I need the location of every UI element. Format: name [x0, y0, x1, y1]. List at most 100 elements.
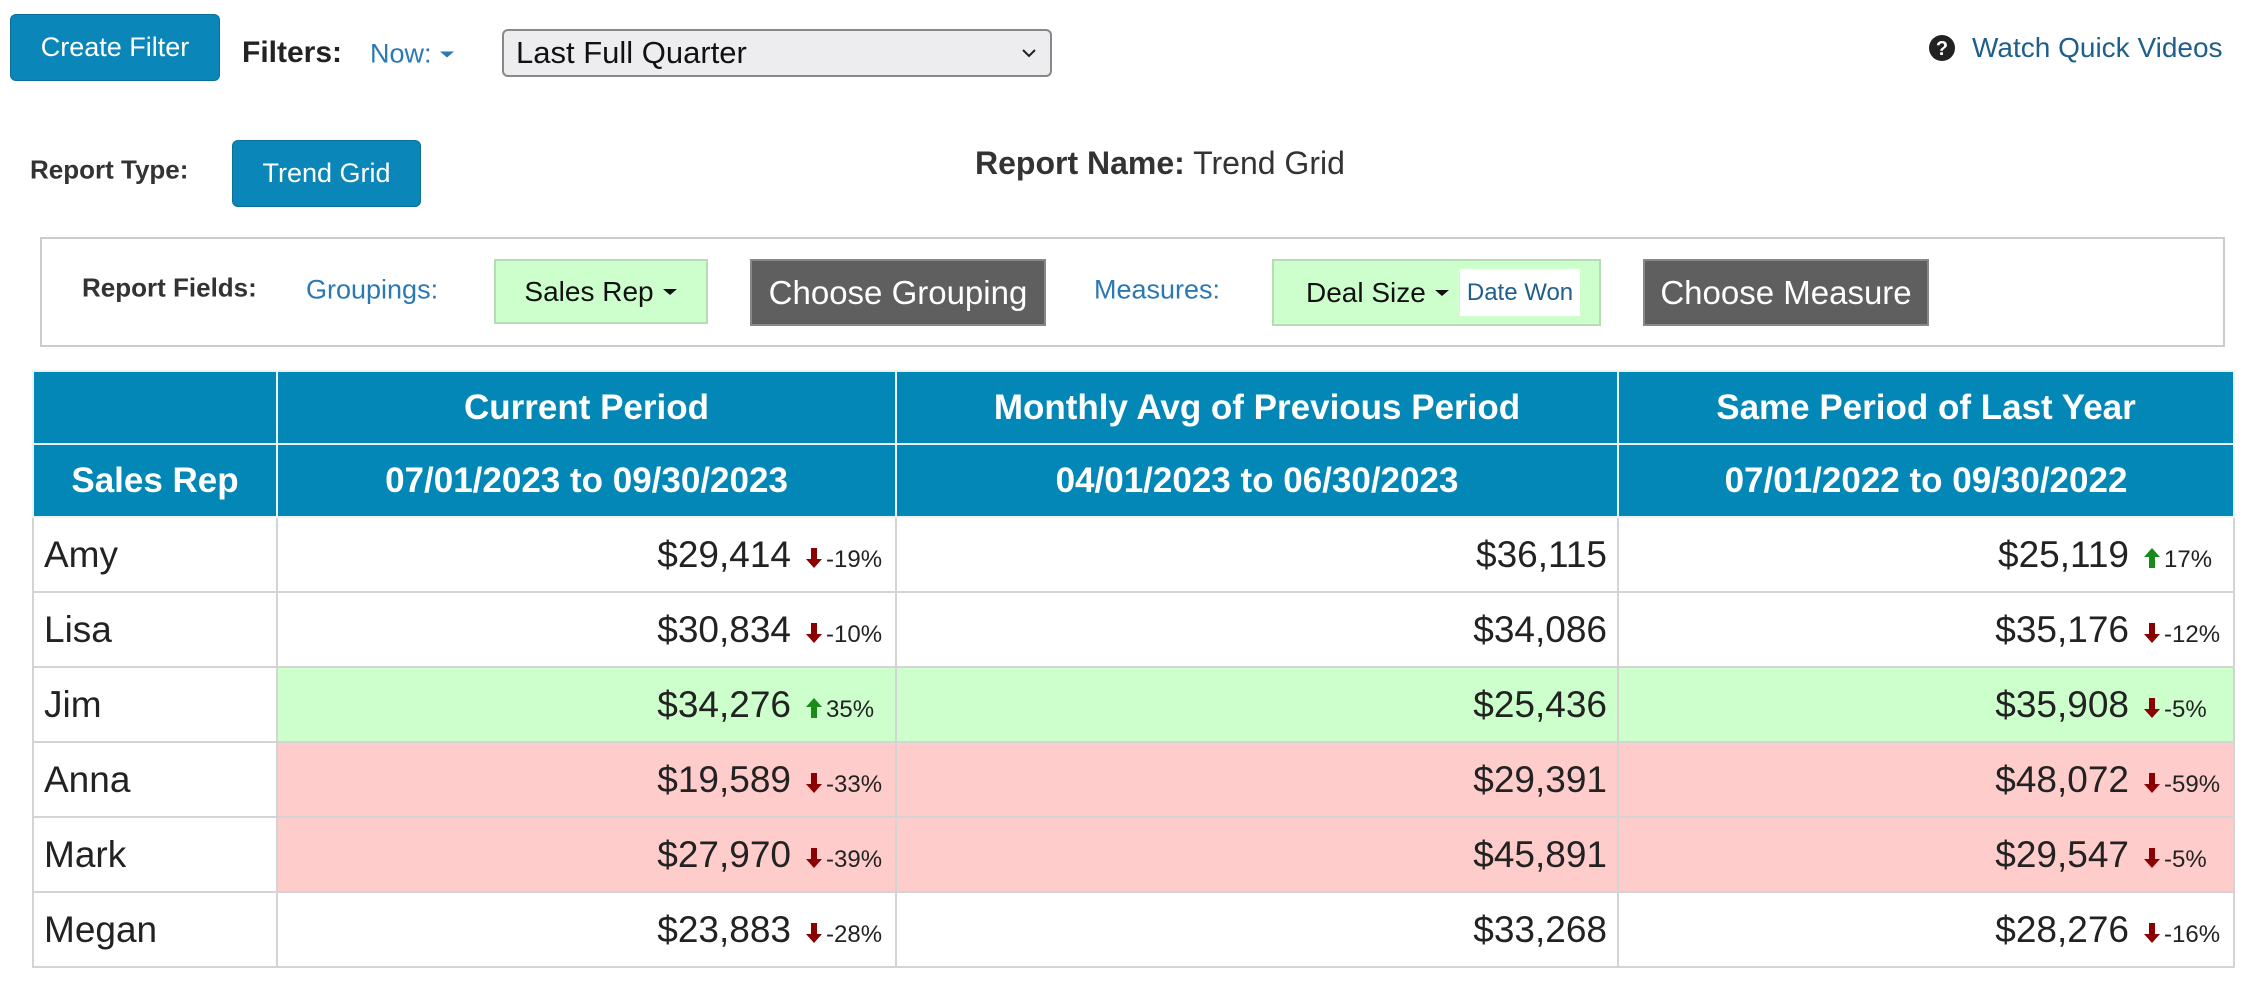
now-dropdown[interactable]: Now:: [370, 39, 456, 70]
arrow-down: [806, 847, 822, 868]
value: $29,547: [1995, 833, 2129, 875]
value: $28,276: [1995, 908, 2129, 950]
date-cell: 04/01/2023 to 06/30/2023: [895, 443, 1619, 518]
choose-grouping-button[interactable]: Choose Grouping: [750, 259, 1046, 326]
period-select[interactable]: Last Full Quarter: [502, 29, 1052, 77]
value: $34,276: [657, 683, 791, 725]
value-cell: $29,414 -19%: [276, 516, 897, 593]
value: $19,589: [657, 758, 791, 800]
date-cell: 07/01/2022 to 09/30/2022: [1617, 443, 2235, 518]
select-arrow: [1022, 49, 1036, 58]
caret: [1434, 289, 1449, 296]
header-row: Current Period Monthly Avg of Previous Pe…: [32, 370, 2235, 445]
rep-name: Jim: [32, 666, 278, 743]
data-row: Mark $27,970 -39% $45,891 $29,547 -5%: [32, 816, 2235, 893]
header-cell: Same Period of Last Year: [1617, 370, 2235, 445]
change-value: -16%: [2164, 920, 2221, 948]
arrow-down: [2144, 847, 2160, 868]
now-label: Now:: [370, 38, 432, 69]
value-cell: $29,391: [895, 741, 1619, 818]
arrow-down: [2144, 922, 2160, 943]
choose-measure-button[interactable]: Choose Measure: [1643, 259, 1929, 326]
value: $35,908: [1995, 683, 2129, 725]
change: -28%: [805, 921, 885, 949]
value-cell: $19,589 -33%: [276, 741, 897, 818]
change-value: -5%: [2164, 845, 2207, 873]
change-value: 35%: [826, 695, 875, 723]
filters-label: Filters:: [242, 36, 343, 69]
value: $48,072: [1995, 758, 2129, 800]
value: $45,891: [1473, 833, 1607, 875]
value-cell: $29,547 -5%: [1617, 816, 2235, 893]
change: 35%: [805, 696, 885, 724]
change: -5%: [2143, 846, 2223, 874]
change: -5%: [2143, 696, 2223, 724]
value-cell: $35,908 -5%: [1617, 666, 2235, 743]
value-cell: $36,115: [895, 516, 1619, 593]
value: $25,436: [1473, 683, 1607, 725]
measure-value: Deal Size: [1306, 276, 1426, 308]
change-value: -59%: [2164, 770, 2221, 798]
change: -39%: [805, 846, 885, 874]
arrow-down: [806, 622, 822, 643]
change: -10%: [805, 621, 885, 649]
measure-chip[interactable]: Deal Size Date Won: [1272, 259, 1601, 326]
value-cell: $28,276 -16%: [1617, 891, 2235, 968]
arrow-up: [2144, 547, 2160, 568]
value: $29,414: [657, 533, 791, 575]
create-filter-button[interactable]: Create Filter: [10, 14, 220, 81]
report-type-button[interactable]: Trend Grid: [232, 140, 421, 207]
groupings-label: Groupings:: [306, 274, 439, 305]
arrow-down: [806, 772, 822, 793]
arrow-down: [806, 547, 822, 568]
rep-name: Mark: [32, 816, 278, 893]
change-value: -10%: [826, 620, 883, 648]
change-value: -5%: [2164, 695, 2207, 723]
change: -12%: [2143, 621, 2223, 649]
caret: [662, 288, 677, 295]
report-name-label: Report Name:: [975, 145, 1185, 181]
help-text: Watch Quick Videos: [1972, 32, 2223, 63]
caret: [439, 51, 454, 57]
value-cell: $35,176 -12%: [1617, 591, 2235, 668]
report-type-label: Report Type:: [30, 154, 189, 185]
value-cell: $34,086: [895, 591, 1619, 668]
value-cell: $23,883 -28%: [276, 891, 897, 968]
change-value: -33%: [826, 770, 883, 798]
measures-label: Measures:: [1094, 274, 1221, 305]
value-cell: $48,072 -59%: [1617, 741, 2235, 818]
grouping-chip[interactable]: Sales Rep: [494, 259, 708, 324]
change-value: -28%: [826, 920, 883, 948]
arrow-down: [2144, 772, 2160, 793]
value-cell: $30,834 -10%: [276, 591, 897, 668]
arrow-down: [2144, 697, 2160, 718]
report-fields-label: Report Fields:: [82, 272, 257, 303]
value: $33,268: [1473, 908, 1607, 950]
value: $25,119: [1998, 533, 2129, 575]
date-cell: 07/01/2023 to 09/30/2023: [276, 443, 897, 518]
change-value: -12%: [2164, 620, 2221, 648]
value-cell: $27,970 -39%: [276, 816, 897, 893]
data-row: Megan $23,883 -28% $33,268 $28,276 -16%: [32, 891, 2235, 968]
rep-name: Megan: [32, 891, 278, 968]
value: $35,176: [1995, 608, 2129, 650]
help-link[interactable]: ? Watch Quick Videos: [1928, 32, 2223, 64]
value-cell: $25,119 17%: [1617, 516, 2235, 593]
value: $36,115: [1476, 533, 1607, 575]
rep-name: Lisa: [32, 591, 278, 668]
data-row: Anna $19,589 -33% $29,391 $48,072 -59%: [32, 741, 2235, 818]
value: $27,970: [657, 833, 791, 875]
arrow-down: [806, 922, 822, 943]
value: $23,883: [657, 908, 791, 950]
change: -16%: [2143, 921, 2223, 949]
value: $30,834: [657, 608, 791, 650]
report-name: Report Name: Trend Grid: [975, 145, 1345, 182]
value-cell: $45,891: [895, 816, 1619, 893]
arrow-up: [806, 697, 822, 718]
change: 17%: [2143, 546, 2223, 574]
measure-date: Date Won: [1460, 269, 1580, 316]
change-value: -19%: [826, 545, 883, 573]
value-cell: $34,276 35%: [276, 666, 897, 743]
fields-panel: [40, 237, 2225, 347]
